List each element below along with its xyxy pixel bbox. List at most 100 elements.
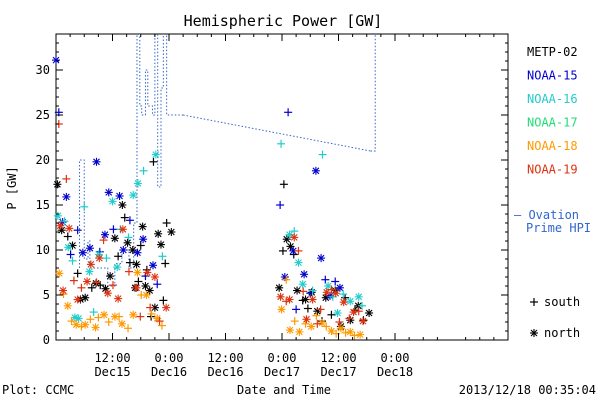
- data-point: [276, 292, 285, 301]
- data-point: [299, 287, 308, 296]
- data-point: [139, 166, 148, 175]
- data-point: [74, 314, 83, 323]
- data-point: [159, 296, 168, 305]
- data-point: [327, 310, 336, 319]
- y-tick-label: 20: [36, 153, 50, 167]
- data-point: [143, 268, 152, 277]
- data-point: [279, 180, 288, 189]
- data-point: [346, 327, 355, 336]
- data-point: [102, 254, 111, 263]
- data-point: [120, 213, 129, 222]
- data-point: [290, 233, 299, 242]
- data-point: [282, 235, 291, 244]
- y-axis-label: P [GW]: [5, 166, 19, 209]
- ovation-line-segment: [139, 34, 184, 188]
- data-point: [149, 157, 158, 166]
- data-point: [62, 192, 71, 201]
- y-tick-label: 25: [36, 108, 50, 122]
- data-point: [303, 304, 312, 313]
- data-point: [136, 241, 145, 250]
- data-point: [307, 288, 316, 297]
- data-point: [115, 312, 124, 321]
- data-point: [150, 303, 159, 312]
- data-point: [156, 240, 165, 249]
- data-point: [65, 224, 74, 233]
- ovation-legend-line2: Prime HPI: [526, 221, 591, 235]
- data-point: [63, 301, 72, 310]
- x-tick-time-label: 0:00: [381, 351, 410, 365]
- data-point: [104, 318, 113, 326]
- data-point: [354, 307, 363, 316]
- chart-title: Hemispheric Power [GW]: [184, 12, 383, 30]
- data-point: [72, 320, 81, 329]
- data-point: [138, 222, 147, 231]
- data-point: [324, 282, 333, 290]
- data-point: [77, 283, 86, 292]
- x-tick-date-label: Dec17: [320, 365, 356, 379]
- data-point: [345, 314, 354, 323]
- ovation-legend-line1: — Ovation: [514, 208, 579, 222]
- data-point: [68, 256, 77, 265]
- x-tick-date-label: Dec16: [151, 365, 187, 379]
- data-point: [113, 263, 122, 272]
- footer-left: Plot: CCMC: [2, 383, 74, 397]
- data-point: [327, 285, 336, 294]
- data-point: [356, 330, 365, 339]
- data-point: [53, 180, 62, 189]
- data-point: [282, 275, 291, 284]
- data-point: [73, 269, 82, 278]
- data-point: [293, 286, 302, 295]
- data-point: [158, 252, 167, 261]
- data-point: [86, 260, 95, 269]
- data-point: [124, 233, 133, 242]
- data-point: [56, 221, 65, 230]
- legend-entry: NOAA-15: [527, 69, 578, 83]
- data-point: [162, 219, 171, 227]
- data-point: [81, 320, 90, 329]
- ovation-line-segment: [79, 34, 138, 287]
- x-tick-date-label: Dec16: [207, 365, 243, 379]
- x-tick-time-label: 12:00: [94, 351, 130, 365]
- data-point: [277, 305, 286, 314]
- data-point: [285, 295, 294, 304]
- x-tick-time-label: 0:00: [268, 351, 297, 365]
- data-point: [129, 310, 138, 319]
- data-point: [89, 308, 98, 317]
- data-point: [308, 295, 317, 304]
- y-tick-label: 15: [36, 198, 50, 212]
- series-metp-02: [53, 157, 374, 331]
- data-point: [85, 267, 94, 276]
- x-tick-date-label: Dec18: [377, 365, 413, 379]
- data-point: [85, 244, 94, 253]
- y-axis: 0 5 10 15 20 25 30: [36, 42, 508, 347]
- data-point: [124, 324, 133, 333]
- data-point: [81, 293, 90, 302]
- data-point: [99, 236, 108, 245]
- data-point: [109, 225, 118, 234]
- data-point: [124, 267, 133, 276]
- data-point: [104, 188, 113, 197]
- ovation-line-segment: [370, 34, 376, 152]
- data-point: [57, 226, 66, 235]
- data-point: [106, 272, 115, 281]
- data-point: [339, 298, 348, 307]
- data-point: [114, 294, 123, 303]
- x-tick-date-label: Dec17: [264, 365, 300, 379]
- series-noaa-15: [52, 56, 344, 314]
- data-point: [129, 191, 138, 200]
- data-point: [118, 225, 127, 234]
- data-point: [284, 108, 293, 117]
- data-point: [341, 328, 350, 337]
- data-point: [331, 289, 340, 298]
- data-point: [275, 283, 284, 292]
- data-point: [322, 288, 331, 297]
- x-tick-time-label: 12:00: [320, 351, 356, 365]
- marker-legend: south north: [530, 295, 580, 340]
- data-point: [78, 248, 87, 257]
- ovation-legend: — Ovation Prime HPI: [514, 208, 591, 235]
- data-point: [52, 56, 60, 65]
- data-point: [308, 286, 317, 295]
- data-point: [276, 201, 285, 209]
- legend-entry: METP-02: [527, 45, 578, 59]
